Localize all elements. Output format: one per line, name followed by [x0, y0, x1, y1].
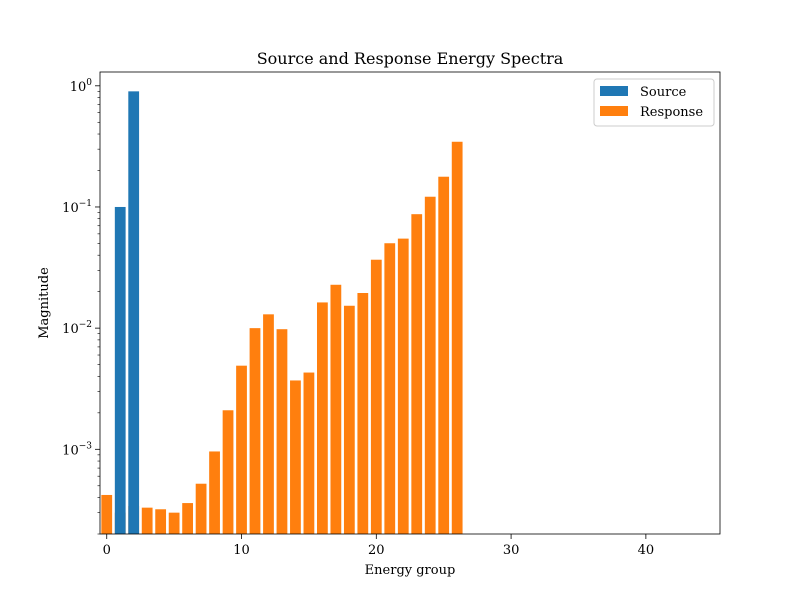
bar-response-5 — [168, 512, 180, 534]
x-tick-label: 40 — [638, 543, 655, 558]
x-tick-label: 10 — [233, 543, 250, 558]
legend-swatch-source — [600, 86, 628, 96]
bar-response-25 — [438, 176, 450, 534]
legend-swatch-response — [600, 106, 628, 116]
chart-title: Source and Response Energy Spectra — [257, 49, 564, 68]
bar-response-18 — [343, 305, 355, 534]
bar-response-12 — [263, 314, 274, 534]
bar-response-11 — [249, 328, 261, 534]
bar-response-13 — [276, 329, 288, 534]
legend-label-response: Response — [640, 105, 703, 120]
y-axis-label: Magnitude — [37, 267, 52, 339]
legend-label-source: Source — [640, 85, 687, 100]
x-tick-label: 30 — [503, 543, 520, 558]
legend: Source Response — [593, 78, 715, 127]
y-tick-label: 10−2 — [62, 320, 92, 337]
bar-response-8 — [209, 451, 220, 534]
bar-response-17 — [330, 284, 342, 534]
bars-layer — [101, 91, 463, 535]
bar-response-26 — [451, 141, 463, 534]
bar-response-9 — [222, 410, 234, 534]
plot-frame — [99, 71, 721, 535]
bar-response-24 — [424, 196, 436, 535]
bar-response-23 — [411, 214, 423, 534]
bar-response-15 — [303, 372, 315, 534]
plot-area — [100, 72, 720, 534]
x-tick-label: 20 — [368, 543, 385, 558]
bar-response-19 — [357, 293, 369, 534]
x-axis-label: Energy group — [365, 563, 456, 578]
bar-response-3 — [141, 507, 153, 534]
bar-source-2 — [128, 91, 140, 534]
bar-response-10 — [236, 365, 247, 534]
bar-response-21 — [384, 243, 396, 535]
bar-response-20 — [370, 259, 382, 534]
y-tick-label: 100 — [70, 78, 93, 95]
y-tick-label: 10−3 — [62, 441, 92, 458]
bar-source-1 — [114, 206, 126, 534]
bar-response-4 — [155, 509, 167, 534]
bar-response-7 — [195, 483, 207, 534]
bar-response-22 — [397, 238, 409, 534]
y-tick-label: 10−1 — [62, 199, 92, 216]
x-tick-label: 0 — [103, 543, 111, 558]
bar-response-16 — [317, 302, 328, 534]
bar-response-0 — [101, 494, 113, 534]
bar-response-14 — [290, 380, 301, 534]
ticks-layer: 0 10 20 30 40 10−3 10−2 10−1 100 — [62, 78, 654, 558]
bar-response-6 — [182, 503, 193, 534]
